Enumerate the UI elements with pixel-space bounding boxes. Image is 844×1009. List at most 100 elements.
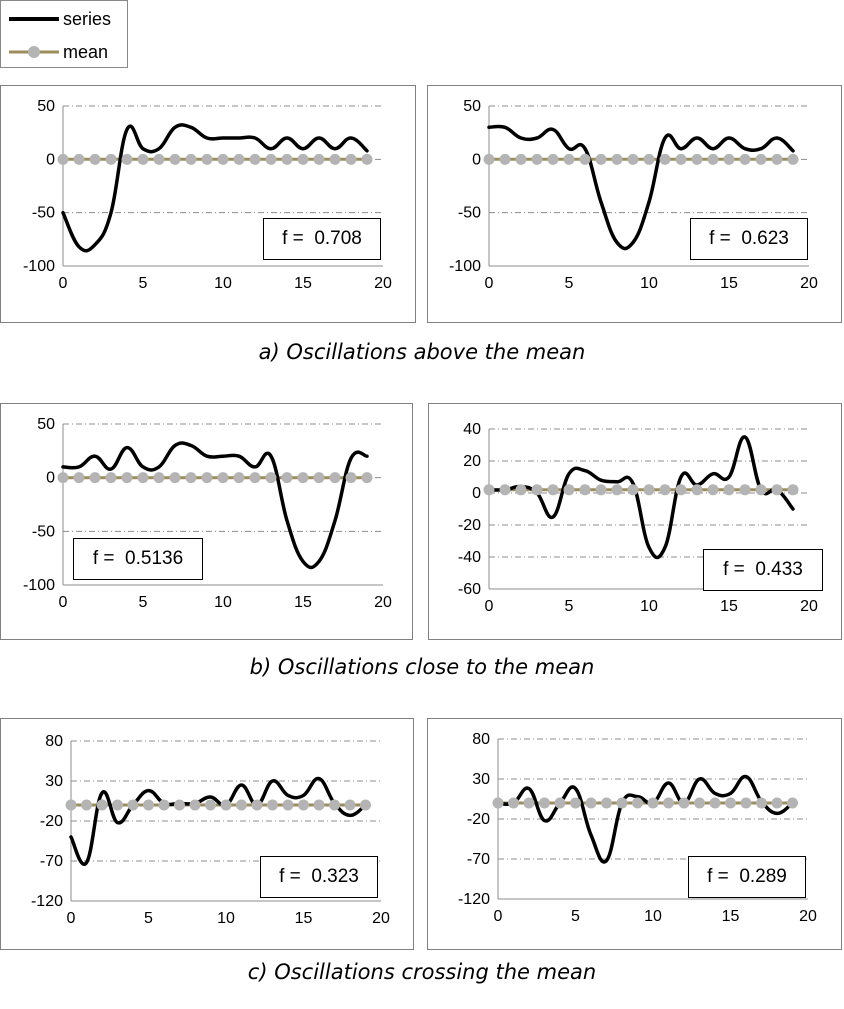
chart-panel-c-left: 80 30 -20 -70 -120 0 5 10 15 20 f = 0.323 <box>0 718 414 950</box>
mean-point <box>169 153 181 165</box>
y-tick-label: -20 <box>458 517 481 534</box>
mean-point <box>153 153 165 165</box>
f-value: 0.623 <box>741 228 789 249</box>
y-tick-label: -100 <box>449 258 481 275</box>
mean-point <box>659 484 671 496</box>
y-tick-label: -120 <box>31 893 63 910</box>
mean-point <box>771 797 783 809</box>
mean-point <box>201 153 213 165</box>
legend-series-label: series <box>63 9 111 29</box>
y-tick-label: 0 <box>472 151 481 168</box>
y-tick-label: -50 <box>32 205 55 222</box>
x-tick-label: 5 <box>565 275 574 292</box>
x-tick-label: 10 <box>640 598 658 615</box>
mean-point <box>281 472 293 484</box>
mean-point <box>691 153 703 165</box>
mean-point <box>585 797 597 809</box>
mean-point <box>174 799 185 811</box>
data-series-line <box>496 774 795 864</box>
mean-point <box>205 799 216 811</box>
mean-point <box>329 799 340 811</box>
x-tick-label: 10 <box>214 594 232 611</box>
f-value: 0.323 <box>311 866 359 887</box>
f-label: f = <box>92 548 115 569</box>
f-value-box: f = 0.433 <box>703 549 823 591</box>
data-series-line <box>61 441 369 570</box>
mean-point <box>313 472 325 484</box>
mean-point <box>547 153 559 165</box>
mean-point <box>265 472 277 484</box>
mean-point <box>105 472 117 484</box>
legend-mean-label: mean <box>63 42 108 62</box>
mean-point <box>143 799 154 811</box>
y-tick-label: -100 <box>23 258 55 275</box>
x-tick-label: 5 <box>571 908 580 925</box>
mean-point <box>73 472 85 484</box>
mean-point <box>678 797 690 809</box>
mean-point <box>547 484 559 496</box>
mean-point <box>756 797 767 809</box>
mean-point <box>627 484 639 496</box>
mean-point <box>531 153 543 165</box>
mean-point <box>570 797 581 809</box>
mean-point <box>267 799 278 811</box>
f-value-box: f = 0.623 <box>690 218 808 260</box>
y-tick-label: 20 <box>463 453 481 470</box>
mean-point <box>298 799 309 811</box>
y-tick-label: 50 <box>37 98 55 115</box>
mean-point <box>249 472 261 484</box>
mean-point <box>313 153 325 165</box>
mean-point <box>771 153 783 165</box>
mean-point <box>627 153 639 165</box>
mean-point <box>121 153 133 165</box>
mean-point <box>740 797 752 809</box>
mean-point <box>297 153 309 165</box>
x-tick-label: 15 <box>720 598 738 615</box>
y-tick-label: 30 <box>45 773 63 790</box>
x-tick-label: 10 <box>214 275 232 292</box>
mean-point <box>220 799 232 811</box>
x-tick-label: 10 <box>644 908 662 925</box>
mean-point <box>345 153 357 165</box>
mean-point <box>81 799 92 811</box>
mean-point <box>595 484 607 496</box>
mean-point <box>345 472 357 484</box>
mean-point <box>96 799 108 811</box>
mean-point <box>675 153 687 165</box>
mean-point <box>105 153 117 165</box>
mean-point <box>297 472 309 484</box>
mean-point <box>233 472 245 484</box>
mean-point <box>236 799 247 811</box>
x-tick-label: 0 <box>485 275 494 292</box>
mean-point <box>185 472 197 484</box>
data-series-line <box>69 776 368 866</box>
legend-mean-marker <box>28 46 40 58</box>
y-tick-label: 0 <box>46 151 55 168</box>
mean-point <box>787 153 799 165</box>
y-tick-label: 50 <box>37 416 55 433</box>
chart-panel-b-right: 40 20 0 -20 -40 -60 0 5 10 15 20 f = 0.433 <box>428 403 842 640</box>
mean-point <box>579 484 591 496</box>
x-tick-label: 20 <box>374 594 392 611</box>
mean-point <box>632 797 643 809</box>
mean-point <box>329 472 341 484</box>
mean-point <box>73 153 85 165</box>
mean-point <box>249 153 261 165</box>
y-tick-label: -50 <box>458 205 481 222</box>
f-label: f = <box>707 866 729 887</box>
x-tick-label: 20 <box>374 275 392 292</box>
mean-point <box>691 484 703 496</box>
mean-point <box>137 153 149 165</box>
y-tick-label: -120 <box>458 891 490 908</box>
y-tick-label: 50 <box>463 98 481 115</box>
y-tick-label: 80 <box>472 731 490 748</box>
mean-point <box>65 799 77 811</box>
x-tick-label: 0 <box>485 598 494 615</box>
mean-point <box>189 799 201 811</box>
mean-point <box>483 484 495 496</box>
y-tick-label: 0 <box>472 485 481 502</box>
y-tick-label: -70 <box>40 853 63 870</box>
chart-panel-c-right: 80 30 -20 -70 -120 0 5 10 15 20 f = 0.289 <box>427 718 842 950</box>
